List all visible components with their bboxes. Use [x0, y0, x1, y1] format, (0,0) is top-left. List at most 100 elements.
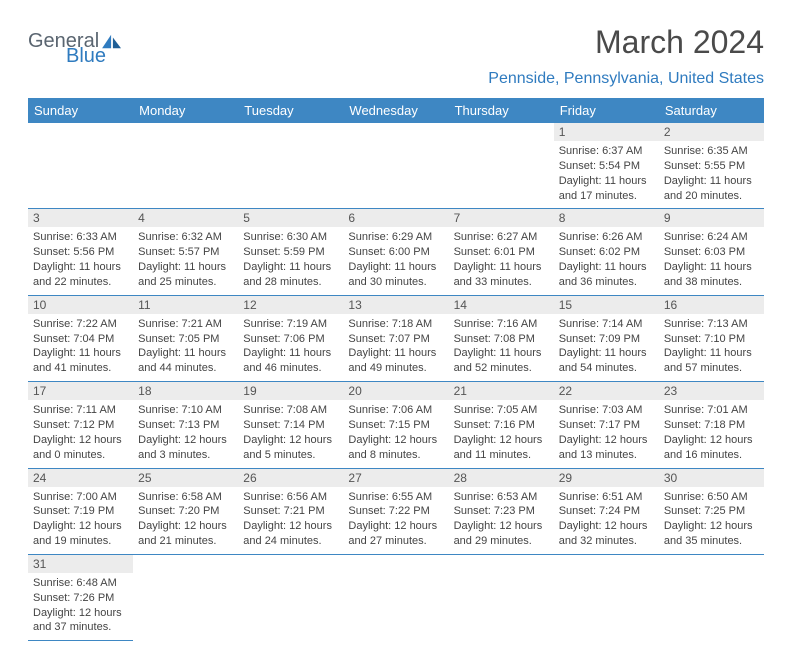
- calendar-cell-empty: [343, 123, 448, 209]
- calendar-cell: 1Sunrise: 6:37 AMSunset: 5:54 PMDaylight…: [554, 123, 659, 209]
- calendar-cell: 11Sunrise: 7:21 AMSunset: 7:05 PMDayligh…: [133, 295, 238, 381]
- day-body: [28, 141, 133, 201]
- day-number: 20: [343, 382, 448, 400]
- calendar-cell: 2Sunrise: 6:35 AMSunset: 5:55 PMDaylight…: [659, 123, 764, 209]
- calendar-cell-empty: [343, 554, 448, 640]
- day-number: 28: [449, 469, 554, 487]
- day-body: Sunrise: 6:29 AMSunset: 6:00 PMDaylight:…: [343, 227, 448, 294]
- day-body: Sunrise: 6:32 AMSunset: 5:57 PMDaylight:…: [133, 227, 238, 294]
- day-body: Sunrise: 7:08 AMSunset: 7:14 PMDaylight:…: [238, 400, 343, 467]
- calendar-cell: 22Sunrise: 7:03 AMSunset: 7:17 PMDayligh…: [554, 382, 659, 468]
- calendar-cell: 9Sunrise: 6:24 AMSunset: 6:03 PMDaylight…: [659, 209, 764, 295]
- day-body: Sunrise: 6:35 AMSunset: 5:55 PMDaylight:…: [659, 141, 764, 208]
- calendar-cell: 21Sunrise: 7:05 AMSunset: 7:16 PMDayligh…: [449, 382, 554, 468]
- day-body: Sunrise: 7:21 AMSunset: 7:05 PMDaylight:…: [133, 314, 238, 381]
- day-number: 11: [133, 296, 238, 314]
- day-header: Thursday: [449, 98, 554, 123]
- day-number: [238, 555, 343, 573]
- calendar-cell: 15Sunrise: 7:14 AMSunset: 7:09 PMDayligh…: [554, 295, 659, 381]
- day-number: 27: [343, 469, 448, 487]
- calendar-cell: 29Sunrise: 6:51 AMSunset: 7:24 PMDayligh…: [554, 468, 659, 554]
- day-number: [554, 555, 659, 573]
- calendar-cell: 30Sunrise: 6:50 AMSunset: 7:25 PMDayligh…: [659, 468, 764, 554]
- calendar-cell: 25Sunrise: 6:58 AMSunset: 7:20 PMDayligh…: [133, 468, 238, 554]
- day-header: Wednesday: [343, 98, 448, 123]
- day-body: Sunrise: 7:00 AMSunset: 7:19 PMDaylight:…: [28, 487, 133, 554]
- day-body: Sunrise: 6:27 AMSunset: 6:01 PMDaylight:…: [449, 227, 554, 294]
- day-number: [238, 123, 343, 141]
- day-body: Sunrise: 7:06 AMSunset: 7:15 PMDaylight:…: [343, 400, 448, 467]
- day-number: [28, 123, 133, 141]
- day-number: [659, 555, 764, 573]
- day-body: [449, 573, 554, 633]
- day-body: Sunrise: 7:19 AMSunset: 7:06 PMDaylight:…: [238, 314, 343, 381]
- calendar-cell: 4Sunrise: 6:32 AMSunset: 5:57 PMDaylight…: [133, 209, 238, 295]
- day-number: 22: [554, 382, 659, 400]
- calendar-cell: 31Sunrise: 6:48 AMSunset: 7:26 PMDayligh…: [28, 554, 133, 640]
- day-body: [554, 573, 659, 633]
- day-body: [238, 141, 343, 201]
- calendar-cell-empty: [449, 554, 554, 640]
- day-body: Sunrise: 7:10 AMSunset: 7:13 PMDaylight:…: [133, 400, 238, 467]
- page-title: March 2024: [595, 24, 764, 61]
- day-number: 14: [449, 296, 554, 314]
- day-body: [133, 573, 238, 633]
- day-number: 2: [659, 123, 764, 141]
- day-body: Sunrise: 7:13 AMSunset: 7:10 PMDaylight:…: [659, 314, 764, 381]
- calendar-cell: 28Sunrise: 6:53 AMSunset: 7:23 PMDayligh…: [449, 468, 554, 554]
- day-number: [449, 555, 554, 573]
- calendar-cell-empty: [133, 554, 238, 640]
- day-number: 12: [238, 296, 343, 314]
- day-body: [343, 573, 448, 633]
- day-body: [659, 573, 764, 633]
- day-number: 24: [28, 469, 133, 487]
- day-body: Sunrise: 6:26 AMSunset: 6:02 PMDaylight:…: [554, 227, 659, 294]
- day-body: Sunrise: 6:51 AMSunset: 7:24 PMDaylight:…: [554, 487, 659, 554]
- calendar-cell: 13Sunrise: 7:18 AMSunset: 7:07 PMDayligh…: [343, 295, 448, 381]
- day-number: 5: [238, 209, 343, 227]
- calendar-cell-empty: [238, 554, 343, 640]
- day-body: [133, 141, 238, 201]
- day-number: 3: [28, 209, 133, 227]
- day-body: Sunrise: 6:37 AMSunset: 5:54 PMDaylight:…: [554, 141, 659, 208]
- day-number: 26: [238, 469, 343, 487]
- day-number: [343, 555, 448, 573]
- day-number: 25: [133, 469, 238, 487]
- day-number: 13: [343, 296, 448, 314]
- day-body: [238, 573, 343, 633]
- calendar-cell: 17Sunrise: 7:11 AMSunset: 7:12 PMDayligh…: [28, 382, 133, 468]
- day-number: [449, 123, 554, 141]
- day-number: 19: [238, 382, 343, 400]
- calendar-cell: 16Sunrise: 7:13 AMSunset: 7:10 PMDayligh…: [659, 295, 764, 381]
- day-number: 15: [554, 296, 659, 314]
- day-body: Sunrise: 6:30 AMSunset: 5:59 PMDaylight:…: [238, 227, 343, 294]
- day-header: Tuesday: [238, 98, 343, 123]
- day-number: [343, 123, 448, 141]
- day-number: 4: [133, 209, 238, 227]
- calendar-cell-empty: [238, 123, 343, 209]
- calendar-cell: 12Sunrise: 7:19 AMSunset: 7:06 PMDayligh…: [238, 295, 343, 381]
- day-number: 30: [659, 469, 764, 487]
- calendar-cell: 3Sunrise: 6:33 AMSunset: 5:56 PMDaylight…: [28, 209, 133, 295]
- day-body: Sunrise: 6:24 AMSunset: 6:03 PMDaylight:…: [659, 227, 764, 294]
- day-number: 21: [449, 382, 554, 400]
- calendar-table: SundayMondayTuesdayWednesdayThursdayFrid…: [28, 98, 764, 641]
- day-number: 1: [554, 123, 659, 141]
- calendar-cell-empty: [28, 123, 133, 209]
- day-body: Sunrise: 7:01 AMSunset: 7:18 PMDaylight:…: [659, 400, 764, 467]
- day-body: [449, 141, 554, 201]
- day-number: 7: [449, 209, 554, 227]
- calendar-cell: 5Sunrise: 6:30 AMSunset: 5:59 PMDaylight…: [238, 209, 343, 295]
- day-number: 6: [343, 209, 448, 227]
- day-number: 23: [659, 382, 764, 400]
- calendar-cell: 19Sunrise: 7:08 AMSunset: 7:14 PMDayligh…: [238, 382, 343, 468]
- day-body: Sunrise: 6:50 AMSunset: 7:25 PMDaylight:…: [659, 487, 764, 554]
- calendar-cell: 18Sunrise: 7:10 AMSunset: 7:13 PMDayligh…: [133, 382, 238, 468]
- calendar-cell: 10Sunrise: 7:22 AMSunset: 7:04 PMDayligh…: [28, 295, 133, 381]
- calendar-cell-empty: [133, 123, 238, 209]
- day-body: Sunrise: 7:18 AMSunset: 7:07 PMDaylight:…: [343, 314, 448, 381]
- calendar-cell: 26Sunrise: 6:56 AMSunset: 7:21 PMDayligh…: [238, 468, 343, 554]
- calendar-cell: 8Sunrise: 6:26 AMSunset: 6:02 PMDaylight…: [554, 209, 659, 295]
- day-body: Sunrise: 7:22 AMSunset: 7:04 PMDaylight:…: [28, 314, 133, 381]
- calendar-cell-empty: [449, 123, 554, 209]
